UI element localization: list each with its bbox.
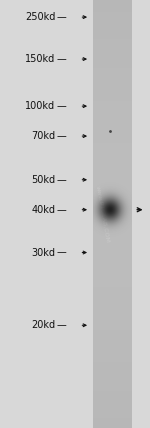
Text: 20kd: 20kd bbox=[31, 320, 56, 330]
Text: —: — bbox=[57, 175, 67, 185]
Text: 250kd: 250kd bbox=[25, 12, 56, 22]
Text: —: — bbox=[57, 131, 67, 141]
Text: 70kd: 70kd bbox=[31, 131, 56, 141]
Text: 40kd: 40kd bbox=[32, 205, 56, 215]
Text: —: — bbox=[57, 247, 67, 258]
Text: —: — bbox=[57, 54, 67, 64]
Text: 30kd: 30kd bbox=[32, 247, 56, 258]
Text: —: — bbox=[57, 320, 67, 330]
Text: 50kd: 50kd bbox=[31, 175, 56, 185]
Text: —: — bbox=[57, 205, 67, 215]
Text: —: — bbox=[57, 12, 67, 22]
Text: www.PTGLAB.COM: www.PTGLAB.COM bbox=[94, 185, 110, 243]
Bar bbox=[93, 0, 132, 428]
Text: 100kd: 100kd bbox=[25, 101, 56, 111]
Text: 150kd: 150kd bbox=[25, 54, 56, 64]
Text: —: — bbox=[57, 101, 67, 111]
